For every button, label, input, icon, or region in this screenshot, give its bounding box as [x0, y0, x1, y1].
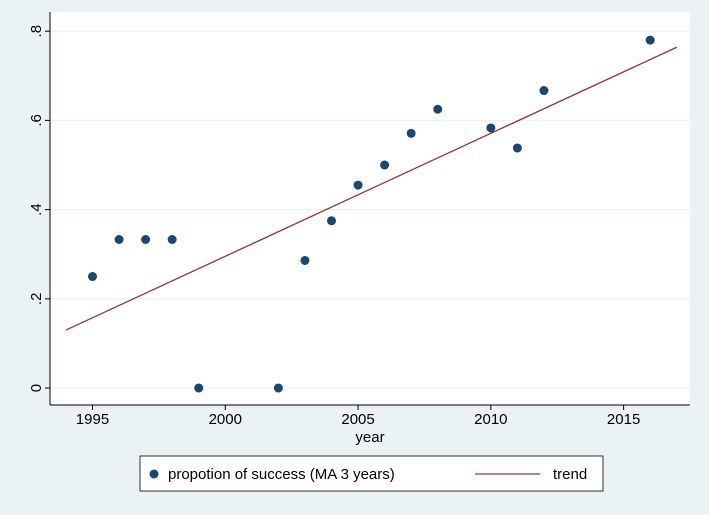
point	[273, 383, 283, 393]
point	[645, 35, 655, 45]
x-tick-label: 2000	[209, 411, 242, 428]
point	[167, 235, 177, 245]
point	[300, 255, 310, 265]
point	[486, 123, 496, 133]
point	[353, 180, 363, 190]
point	[194, 383, 204, 393]
y-tick-label: .6	[28, 114, 45, 127]
legend-marker	[149, 469, 159, 479]
x-tick-label: 1995	[76, 411, 109, 428]
point	[433, 104, 443, 114]
point	[539, 86, 549, 96]
point	[87, 272, 97, 282]
y-tick-label: .4	[28, 203, 45, 216]
x-tick-label: 2005	[341, 411, 374, 428]
legend-label: propotion of success (MA 3 years)	[168, 466, 395, 483]
trend-line	[65, 46, 677, 331]
x-tick-label: 2010	[474, 411, 507, 428]
legend-label: trend	[553, 466, 587, 483]
x-tick-label: 2015	[607, 411, 640, 428]
point	[114, 235, 124, 245]
point	[380, 160, 390, 170]
plot-area	[50, 12, 690, 405]
point	[326, 216, 336, 226]
y-tick-label: .2	[28, 293, 45, 306]
x-axis-label: year	[355, 429, 384, 446]
point	[512, 143, 522, 153]
y-tick-label: 0	[28, 384, 45, 392]
point	[141, 235, 151, 245]
point	[406, 128, 416, 138]
y-tick-label: .8	[28, 25, 45, 38]
